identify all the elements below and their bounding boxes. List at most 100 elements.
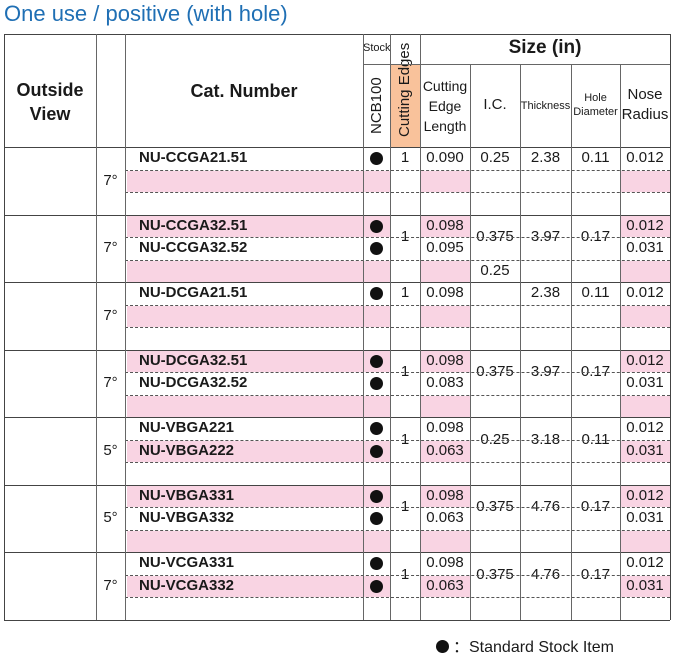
cutting-edge-length-value: 0.098 [426, 351, 464, 369]
grid-line [420, 34, 421, 147]
header-thickness: Thickness [520, 100, 571, 112]
grid-line [520, 417, 521, 485]
grid-line [620, 147, 621, 215]
legend-note: ：Standard Stock Item [436, 637, 614, 659]
catalog-number[interactable]: NU-DCGA32.51 [139, 351, 248, 369]
stock-dot-icon [370, 489, 383, 503]
catalog-number[interactable]: NU-VBGA221 [139, 419, 235, 436]
ic-extra-value: 0.25 [480, 261, 510, 279]
grid-line [620, 552, 621, 620]
grid-line [363, 214, 364, 282]
row-highlight [364, 395, 390, 417]
row-separator [125, 169, 670, 171]
hole-diameter-value: 0.17 [580, 363, 611, 380]
clearance-angle: 7° [103, 306, 118, 324]
table-top-border [4, 34, 670, 35]
grid-line [470, 64, 471, 147]
cutting-edge-length-value: 0.098 [426, 486, 464, 504]
catalog-number[interactable]: NU-VCGA331 [139, 554, 235, 571]
row-highlight [621, 215, 670, 237]
header-cutting-edges: Cutting Edges [396, 42, 413, 137]
row-separator [125, 237, 670, 238]
grid-line [571, 349, 572, 417]
thickness-value: 3.97 [530, 363, 561, 380]
catalog-number[interactable]: NU-CCGA32.52 [139, 239, 248, 256]
grid-line [520, 282, 521, 350]
legend-text: ：Standard Stock Item [453, 639, 614, 656]
cutting-edge-length-value: 0.063 [426, 509, 464, 526]
catalog-number[interactable]: NU-VCGA332 [139, 576, 235, 594]
row-highlight [364, 530, 390, 552]
grid-line [363, 349, 364, 417]
row-highlight [621, 440, 670, 462]
stock-dot-icon [370, 512, 383, 525]
row-separator [125, 462, 670, 463]
nose-radius-value: 0.031 [626, 239, 664, 256]
cutting-edges-value: 1 [400, 363, 410, 380]
row-highlight [421, 305, 470, 327]
row-highlight [127, 530, 363, 552]
grid-line [363, 552, 364, 620]
grid-line [390, 349, 391, 417]
row-highlight [127, 260, 363, 282]
catalog-number[interactable]: NU-VBGA222 [139, 441, 235, 459]
row-highlight [127, 215, 363, 237]
catalog-number[interactable]: NU-VBGA332 [139, 509, 235, 526]
header-bottom-border [4, 147, 670, 148]
grid-line [571, 552, 572, 620]
header-grade: NCB100 [368, 77, 385, 134]
grid-line [420, 282, 421, 350]
nose-radius-value: 0.012 [626, 351, 664, 369]
row-highlight [421, 575, 470, 597]
catalog-number[interactable]: NU-CCGA32.51 [139, 216, 248, 234]
ic-value: 0.375 [476, 498, 514, 515]
row-separator [125, 439, 670, 441]
cutting-edges-value: 1 [400, 565, 410, 583]
grid-line [420, 147, 421, 215]
cutting-edge-length-value: 0.083 [426, 374, 464, 391]
header-outside-view: Outside View [16, 80, 84, 124]
catalog-number[interactable]: NU-CCGA21.51 [139, 149, 248, 166]
clearance-angle: 7° [103, 576, 118, 594]
thickness-value: 2.38 [530, 284, 561, 302]
thickness-value: 3.97 [530, 228, 561, 245]
nose-radius-value: 0.012 [626, 486, 664, 504]
stock-dot-icon [370, 287, 383, 300]
catalog-number[interactable]: NU-DCGA32.52 [139, 374, 248, 391]
grid-line [96, 484, 97, 552]
grid-line [620, 349, 621, 417]
grid-line [520, 552, 521, 620]
grid-line [125, 282, 126, 350]
grid-line [520, 349, 521, 417]
row-highlight [421, 215, 470, 237]
cutting-edge-length-value: 0.095 [426, 239, 464, 256]
group-border [4, 282, 670, 283]
catalog-number[interactable]: NU-DCGA21.51 [139, 284, 248, 301]
cutting-edges-value: 1 [400, 149, 410, 167]
stock-dot-icon [370, 242, 383, 255]
row-highlight [127, 395, 363, 417]
grid-line [470, 349, 471, 417]
header-cutting-edge-length: Cutting Edge Length [422, 78, 468, 134]
catalog-number[interactable]: NU-VBGA331 [139, 486, 235, 504]
stock-dot-icon [370, 422, 383, 435]
group-border [4, 484, 670, 486]
stock-dot-icon [370, 219, 383, 233]
row-highlight [421, 350, 470, 372]
stock-dot-icon [370, 377, 383, 390]
grid-line [620, 64, 621, 147]
standard-stock-dot-icon [436, 640, 449, 653]
ic-value: 0.375 [476, 363, 514, 380]
hole-diameter-value: 0.17 [580, 498, 611, 515]
header-ic: I.C. [483, 96, 507, 113]
grid-line [390, 147, 391, 215]
grid-line [125, 34, 126, 147]
row-highlight [621, 395, 670, 417]
row-highlight [621, 350, 670, 372]
grid-line [96, 282, 97, 350]
ic-value: 0.375 [476, 228, 514, 245]
row-highlight [621, 485, 670, 507]
hole-diameter-value: 0.11 [581, 284, 610, 302]
row-highlight [421, 395, 470, 417]
thickness-value: 3.18 [530, 430, 561, 448]
